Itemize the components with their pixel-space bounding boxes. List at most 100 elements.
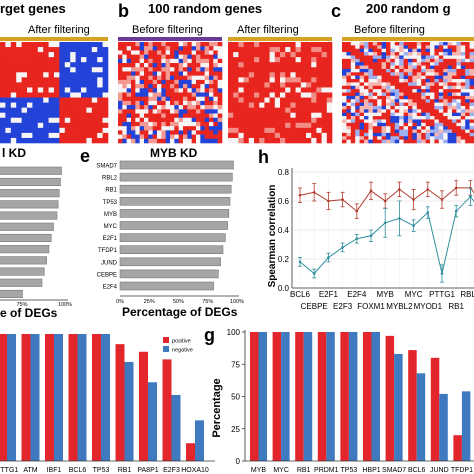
heatmap-cell	[342, 112, 347, 117]
heatmap-cell	[390, 136, 396, 140]
heatmap-cell	[191, 134, 197, 140]
heatmap-cell	[316, 137, 322, 144]
heatmap-cell	[43, 82, 49, 88]
heatmap-cell	[75, 127, 82, 134]
heatmap-cell	[196, 63, 201, 68]
heatmap-cell	[204, 126, 210, 131]
heatmap-cell	[161, 71, 166, 76]
heatmap-cell	[430, 105, 435, 110]
heatmap-cell	[59, 137, 66, 144]
heatmap-cell	[425, 92, 431, 97]
y-tick-label: E2F1	[103, 236, 118, 242]
bar	[0, 222, 54, 231]
heatmap-cell	[122, 71, 127, 76]
heatmap-cell	[469, 95, 474, 100]
heatmap-cell	[290, 137, 296, 144]
heatmap-cell	[70, 57, 76, 63]
heatmap-cell	[213, 96, 218, 102]
heatmap-cell	[204, 117, 210, 123]
heatmap-cell	[16, 42, 22, 48]
heatmap-cell	[321, 112, 328, 119]
heatmap-cell	[280, 57, 286, 63]
heatmap-cell	[465, 62, 470, 66]
heatmap-cell	[148, 134, 153, 140]
heatmap-cell	[209, 126, 214, 131]
heatmap-cell	[254, 132, 260, 139]
heatmap-cell	[425, 95, 431, 100]
heatmap-cell	[178, 134, 184, 140]
heatmap-cell	[144, 71, 149, 76]
heatmap-cell	[174, 50, 179, 55]
heatmap-cell	[217, 109, 223, 114]
heatmap-cell	[48, 127, 55, 134]
annotation-strip	[228, 37, 332, 41]
heatmap-cell	[187, 138, 192, 144]
heatmap-cell	[254, 127, 260, 134]
y-tick-label: 0.8	[278, 168, 290, 177]
heatmap-cell	[300, 57, 307, 63]
heatmap-cell	[131, 113, 136, 119]
heatmap-cell	[403, 102, 409, 107]
heatmap-cell	[191, 54, 197, 60]
heatmap-cell	[359, 65, 365, 70]
heatmap-cell	[425, 122, 431, 127]
heatmap-cell	[421, 92, 426, 97]
heatmap-cell	[81, 87, 87, 93]
heatmap-cell	[316, 102, 322, 108]
heatmap-cell	[196, 138, 201, 144]
heatmap-cell	[48, 72, 55, 78]
heatmap-cell	[152, 42, 158, 47]
x-tick-label: HOXA10	[181, 467, 209, 474]
heatmap-cell	[316, 47, 322, 53]
heatmap-cell	[157, 92, 162, 98]
heatmap-cell	[412, 112, 418, 117]
heatmap-cell	[21, 137, 28, 144]
heatmap-cell	[434, 102, 440, 107]
heatmap-cell	[447, 102, 453, 107]
bar	[119, 184, 232, 194]
heatmap-cell	[174, 67, 179, 72]
heatmap-cell	[32, 97, 39, 103]
heatmap-cell	[37, 82, 44, 88]
heatmap-cell	[64, 112, 71, 119]
heatmap-cell	[434, 82, 440, 87]
heatmap-cell	[346, 95, 352, 100]
heatmap-cell	[135, 58, 140, 64]
heatmap-cell	[131, 109, 136, 114]
heatmap-cell	[118, 84, 123, 89]
heatmap-cell	[403, 126, 409, 130]
heatmap-cell	[191, 117, 197, 123]
heatmap-cell	[233, 72, 239, 78]
bar	[408, 350, 417, 461]
heatmap-cell	[342, 45, 347, 50]
x-tick-label: RBL1	[460, 290, 474, 299]
heatmap-cell	[438, 105, 444, 110]
heatmap-cell	[290, 117, 296, 124]
heatmap-cell	[139, 46, 145, 51]
heatmap-cell	[86, 72, 93, 78]
data-point	[327, 256, 330, 259]
heatmap-cell	[144, 67, 149, 72]
heatmap-cell	[460, 42, 466, 46]
heatmap-cell	[346, 72, 352, 76]
heatmap-cell	[59, 47, 66, 53]
heatmap-cell	[248, 42, 255, 48]
heatmap-cell	[290, 87, 296, 93]
heatmap-cell	[259, 112, 265, 119]
heatmap-cell	[118, 67, 123, 72]
heatmap-cell	[368, 122, 374, 127]
heatmap-cell	[372, 58, 378, 63]
heatmap-cell	[326, 97, 333, 103]
y-tick-label: MYB	[104, 212, 117, 218]
heatmap-cell	[135, 134, 140, 140]
heatmap-cell	[421, 102, 426, 107]
heatmap-cell	[238, 67, 244, 73]
heatmap-cell	[178, 92, 184, 98]
heatmap-cell	[126, 75, 132, 81]
heatmap-cell	[161, 105, 166, 110]
heatmap-cell	[174, 84, 179, 89]
heatmap-cell	[350, 68, 356, 73]
heatmap-cell	[139, 109, 145, 114]
heatmap-cell	[86, 57, 93, 63]
x-tick-label: RB1	[448, 302, 464, 311]
